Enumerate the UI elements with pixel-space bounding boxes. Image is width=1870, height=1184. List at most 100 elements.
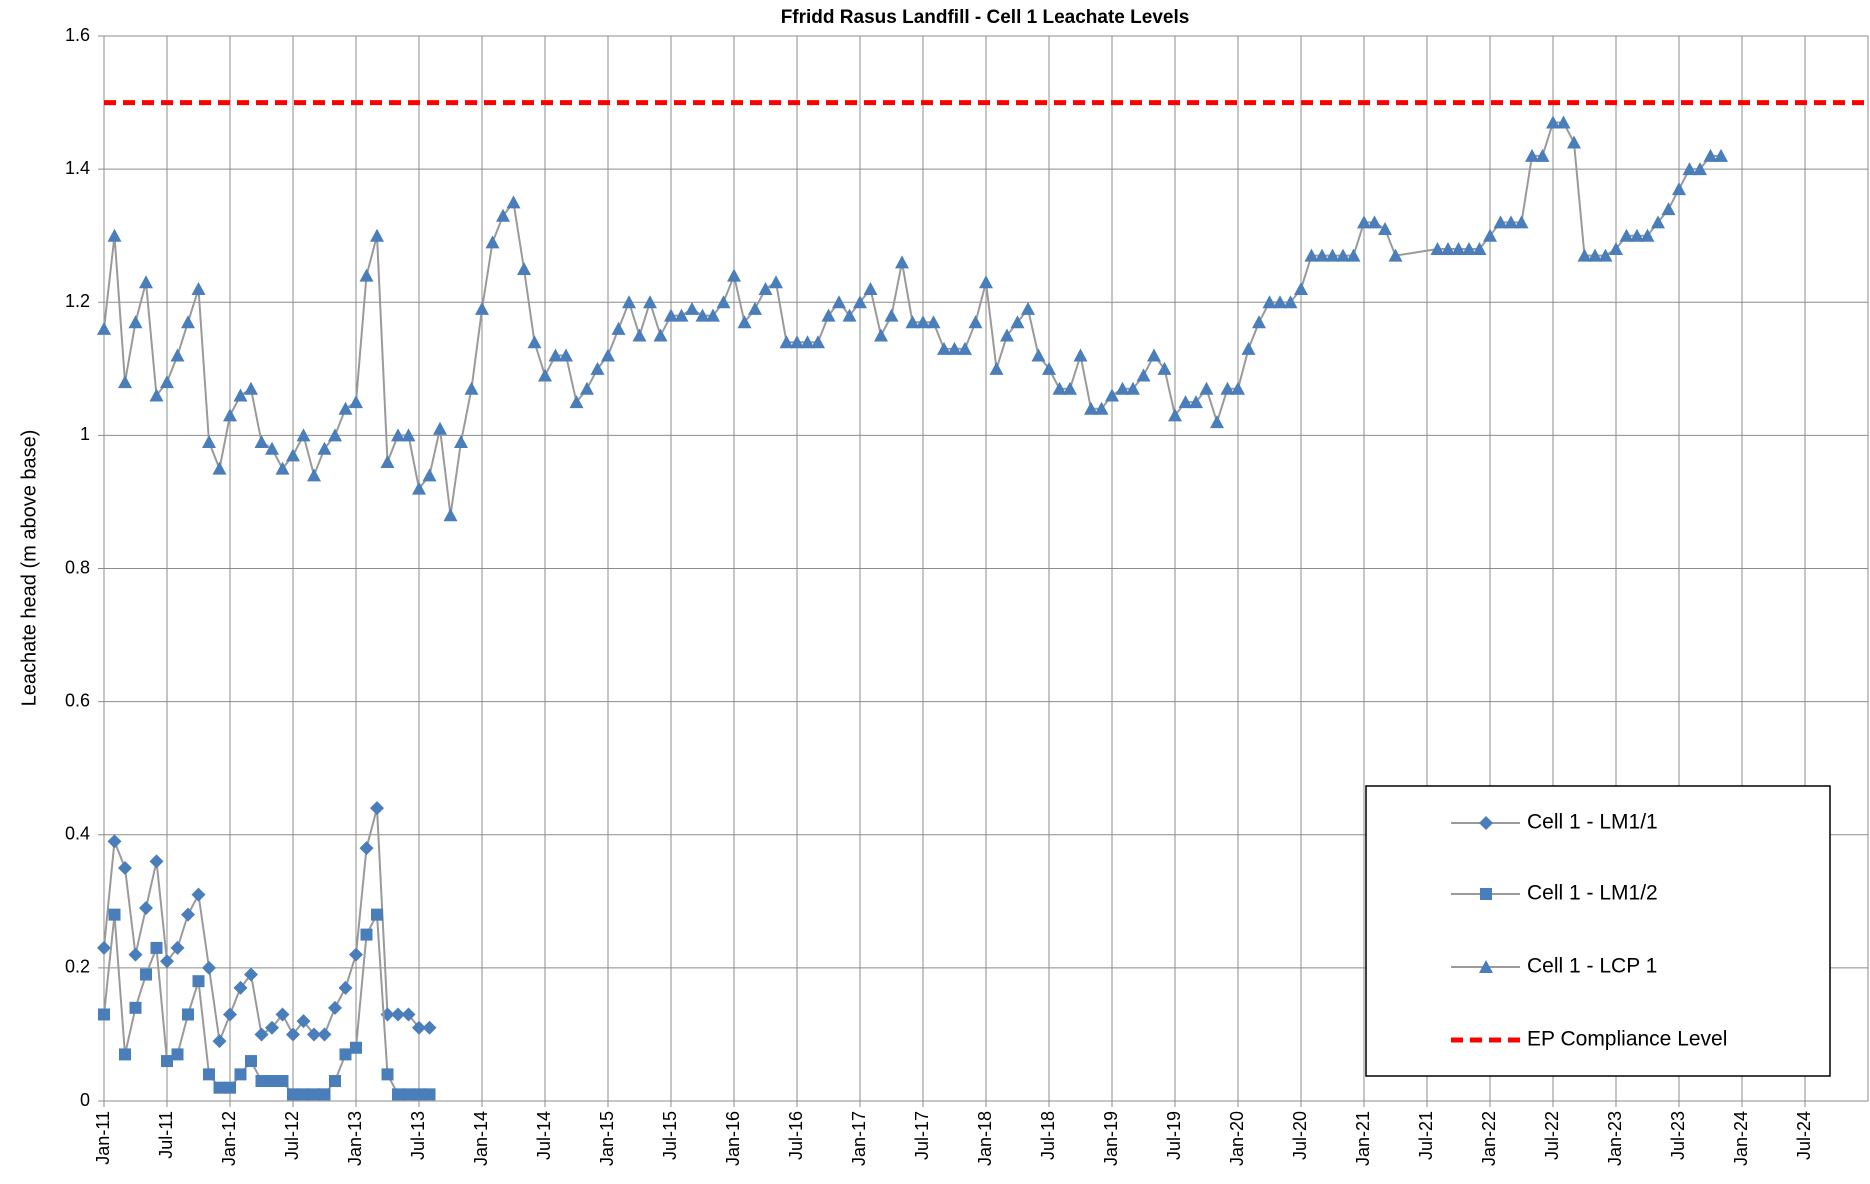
triangle-marker: [884, 308, 899, 322]
triangle-marker: [748, 301, 762, 315]
diamond-marker: [233, 980, 248, 995]
square-marker: [203, 1068, 215, 1081]
triangle-marker: [1073, 348, 1088, 362]
triangle-marker: [1672, 182, 1686, 196]
triangle-marker: [1220, 381, 1235, 395]
x-tick-label: Jul-12: [282, 1111, 302, 1160]
triangle-marker: [191, 281, 206, 295]
triangle-marker: [538, 368, 552, 382]
triangle-marker: [1136, 368, 1151, 382]
legend-label: Cell 1 - LCP 1: [1527, 955, 1657, 978]
x-tick-label: Jan-12: [219, 1111, 239, 1166]
x-tick-label: Jul-11: [156, 1111, 176, 1159]
x-tick-label: Jan-21: [1353, 1111, 1373, 1166]
triangle-marker: [265, 441, 279, 455]
triangle-marker: [1661, 202, 1676, 216]
triangle-marker: [1115, 381, 1130, 395]
x-tick-label: Jul-23: [1668, 1111, 1688, 1160]
triangle-marker: [454, 435, 468, 449]
triangle-marker: [349, 395, 363, 409]
x-tick-label: Jan-16: [723, 1111, 743, 1166]
triangle-marker: [1304, 248, 1319, 262]
x-tick-label: Jul-21: [1416, 1111, 1436, 1160]
x-tick-label: Jan-20: [1227, 1111, 1247, 1166]
triangle-marker: [1514, 215, 1529, 229]
x-tick-label: Jan-22: [1479, 1111, 1499, 1166]
y-tick-label: 0.6: [65, 690, 90, 710]
square-marker: [161, 1055, 173, 1068]
triangle-marker: [307, 468, 321, 482]
y-tick-label: 1: [80, 424, 90, 444]
triangle-marker: [1577, 248, 1592, 262]
diamond-marker: [160, 954, 174, 969]
x-tick-label: Jan-18: [975, 1111, 995, 1166]
triangle-marker: [254, 435, 269, 449]
triangle-marker: [1357, 215, 1371, 229]
triangle-marker: [1703, 148, 1718, 162]
y-tick-label: 1.4: [65, 158, 90, 178]
triangle-marker: [979, 275, 993, 289]
diamond-marker: [275, 1007, 290, 1022]
triangle-marker: [317, 441, 332, 455]
triangle-marker: [275, 461, 290, 475]
triangle-marker: [1441, 242, 1455, 255]
square-marker: [224, 1081, 236, 1094]
triangle-marker: [485, 235, 500, 249]
triangle-marker: [202, 435, 216, 449]
triangle-marker: [947, 341, 962, 355]
diamond-marker: [338, 980, 353, 995]
triangle-marker: [475, 301, 489, 315]
triangle-marker: [1315, 248, 1329, 262]
triangle-marker: [1283, 295, 1298, 309]
triangle-marker: [853, 295, 867, 309]
triangle-marker: [1630, 228, 1644, 242]
triangle-marker: [1325, 248, 1340, 262]
triangle-marker: [380, 455, 395, 468]
square-marker: [266, 1075, 278, 1088]
triangle-marker: [1430, 242, 1445, 255]
triangle-marker: [1021, 301, 1035, 315]
diamond-marker: [422, 1020, 437, 1035]
triangle-marker: [695, 308, 710, 322]
square-marker: [276, 1075, 289, 1088]
triangle-marker: [1714, 148, 1728, 162]
y-axis-label: Leachate head (m above base): [18, 430, 40, 707]
triangle-marker: [863, 281, 878, 295]
square-marker: [182, 1008, 194, 1021]
triangle-marker: [139, 275, 153, 289]
triangle-marker: [674, 308, 689, 322]
x-tick-label: Jul-22: [1542, 1111, 1562, 1160]
triangle-marker: [611, 321, 626, 335]
diamond-marker: [317, 1027, 332, 1042]
diamond-marker: [128, 947, 143, 962]
diamond-marker: [149, 854, 164, 869]
x-tick-label: Jul-19: [1164, 1111, 1184, 1160]
triangle-marker: [1479, 960, 1493, 973]
triangle-marker: [1609, 242, 1623, 255]
x-tick-label: Jul-24: [1794, 1111, 1814, 1160]
triangle-marker: [118, 375, 132, 389]
triangle-marker: [1556, 115, 1571, 129]
square-marker: [329, 1075, 341, 1088]
triangle-marker: [527, 335, 542, 349]
triangle-marker: [170, 348, 185, 362]
triangle-marker: [1147, 348, 1161, 362]
diamond-marker: [412, 1020, 426, 1035]
triangle-marker: [422, 468, 437, 482]
triangle-marker: [233, 388, 248, 402]
diamond-marker: [244, 967, 258, 982]
series-line: [103, 807, 430, 1045]
legend-box: [1365, 785, 1831, 1077]
square-marker: [192, 975, 205, 988]
triangle-marker: [433, 421, 447, 435]
x-tick-label: Jul-13: [408, 1111, 428, 1160]
square-marker: [318, 1088, 331, 1101]
triangle-marker: [926, 315, 941, 329]
triangle-marker: [632, 328, 647, 342]
square-marker: [255, 1075, 268, 1088]
square-marker: [392, 1088, 404, 1101]
plot-border: [103, 35, 1869, 1102]
x-tick-label: Jan-17: [849, 1111, 869, 1166]
square-marker: [171, 1048, 184, 1061]
